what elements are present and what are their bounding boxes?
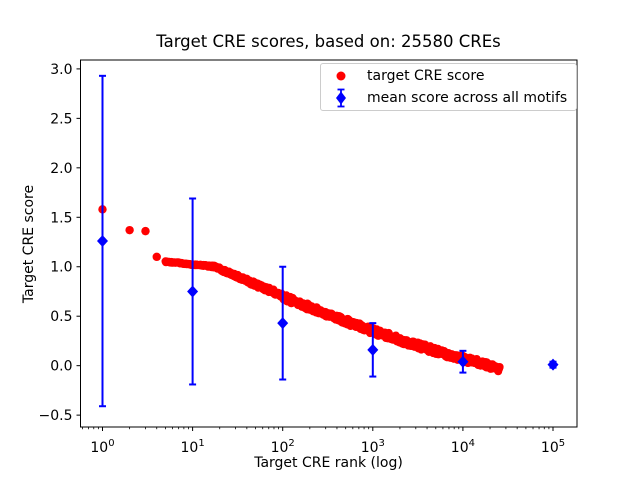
x-tick-label: 100 [90, 438, 114, 456]
blue-diamond-errorbar-icon [336, 88, 346, 108]
y-tick-label: 2.5 [50, 111, 72, 127]
x-tick-label: 105 [541, 438, 565, 456]
x-tick-label: 104 [451, 438, 475, 456]
series-target-cre-score [98, 205, 504, 376]
red-point [152, 252, 161, 262]
blue-diamond-point [367, 343, 379, 356]
blue-diamond-point [547, 358, 559, 371]
chart-title: Target CRE scores, based on: 25580 CREs [156, 32, 501, 51]
legend-entry-target-cre-score: target CRE score [321, 66, 576, 87]
x-axis-label: Target CRE rank (log) [254, 455, 403, 471]
red-point [495, 362, 504, 371]
red-point [141, 226, 150, 236]
x-tick-label: 102 [271, 438, 295, 456]
y-tick-label: 1.5 [50, 210, 72, 226]
plot-frame [80, 59, 578, 428]
red-dot-icon [336, 71, 346, 81]
blue-diamond-point [96, 235, 108, 248]
red-point [125, 225, 134, 235]
y-tick-label: 1.0 [50, 260, 72, 276]
y-tick-label: 0.5 [50, 309, 72, 325]
axes: 100 101 102 103 104 105 3.0 2.5 2.0 1.5 1.0 0.5 0.0 −… [39, 62, 566, 456]
legend-entry-mean-score: mean score across all motifs [321, 88, 576, 109]
blue-diamond-point [457, 355, 469, 368]
blue-diamond-point [277, 317, 289, 330]
x-tick-label: 103 [361, 438, 385, 456]
series-mean-score [96, 74, 559, 408]
legend: target CRE score mean score across all m… [320, 63, 577, 111]
y-tick-label: 3.0 [50, 62, 72, 78]
legend-label: target CRE score [367, 68, 485, 84]
x-tick-label: 101 [180, 438, 204, 456]
y-tick-label: 2.0 [50, 161, 72, 177]
y-tick-label: 0.0 [50, 359, 72, 375]
legend-label: mean score across all motifs [367, 90, 568, 106]
y-tick-label: −0.5 [39, 408, 73, 424]
blue-diamond-point [187, 285, 199, 298]
